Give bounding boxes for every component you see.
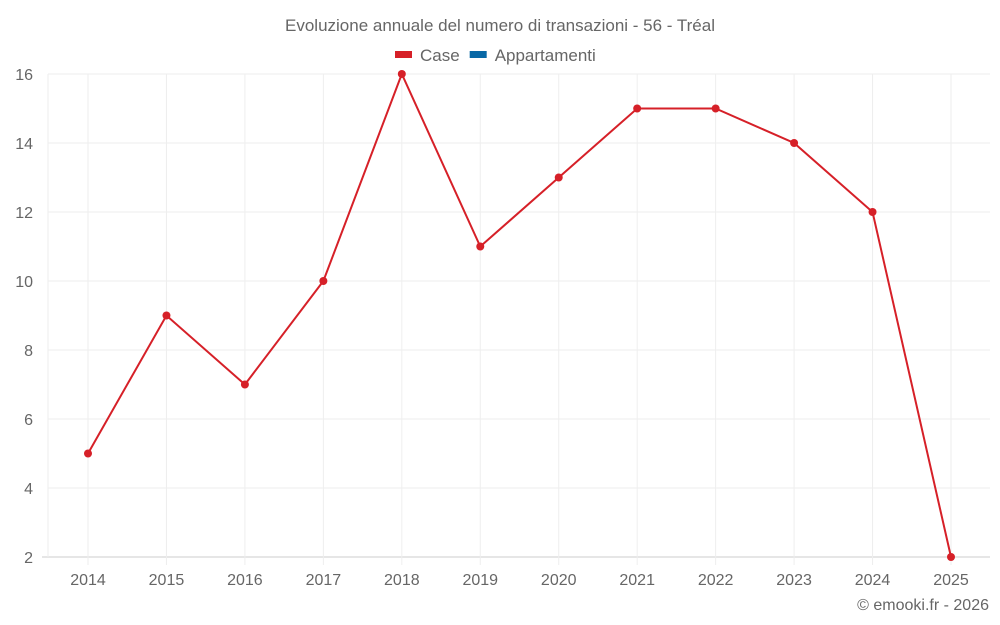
data-point	[319, 277, 328, 285]
x-tick-label: 2025	[933, 572, 969, 589]
y-tick-label: 4	[24, 481, 33, 498]
data-point	[476, 242, 485, 251]
data-point	[240, 380, 249, 389]
x-tick-label: 2022	[698, 572, 734, 589]
data-point	[84, 449, 92, 458]
x-tick-label: 2024	[855, 572, 891, 589]
y-tick-label: 16	[15, 67, 33, 84]
x-tick-label: 2018	[384, 572, 420, 589]
series	[84, 70, 955, 561]
x-tick-label: 2023	[776, 572, 812, 589]
data-point	[790, 139, 799, 147]
legend: Case Appartamenti	[395, 46, 596, 65]
chart-title: Evoluzione annuale del numero di transaz…	[285, 16, 715, 35]
data-point	[633, 104, 642, 113]
x-tick-label: 2019	[462, 572, 498, 589]
data-point	[397, 70, 406, 78]
credit: © emooki.fr - 2026	[857, 597, 989, 614]
x-tick-label: 2021	[619, 572, 655, 589]
x-tick-label: 2017	[306, 572, 342, 589]
y-axis: 2 4 6 8 10 12 14 16	[15, 67, 33, 567]
legend-label-case: Case	[420, 46, 460, 65]
x-tick-label: 2015	[149, 572, 185, 589]
legend-swatch-case	[395, 51, 412, 58]
data-point	[554, 173, 563, 182]
y-tick-label: 6	[24, 412, 33, 429]
x-tick-label: 2014	[70, 572, 106, 589]
y-tick-label: 10	[15, 274, 33, 291]
data-point	[947, 553, 955, 561]
grid	[42, 73, 990, 565]
data-point	[711, 104, 720, 113]
y-tick-label: 14	[15, 136, 33, 153]
x-tick-label: 2020	[541, 572, 577, 589]
y-tick-label: 2	[24, 550, 33, 567]
data-point	[868, 208, 877, 216]
x-tick-label: 2016	[227, 572, 263, 589]
legend-swatch-appartamenti	[469, 51, 487, 58]
data-point	[162, 311, 171, 320]
x-axis: 2014 2015 2016 2017 2018 2019 2020 2021 2022 2023…	[70, 572, 969, 589]
series-line-case	[87, 71, 952, 558]
legend-label-appartamenti: Appartamenti	[495, 46, 596, 65]
y-tick-label: 12	[15, 205, 33, 222]
y-tick-label: 8	[24, 343, 33, 360]
